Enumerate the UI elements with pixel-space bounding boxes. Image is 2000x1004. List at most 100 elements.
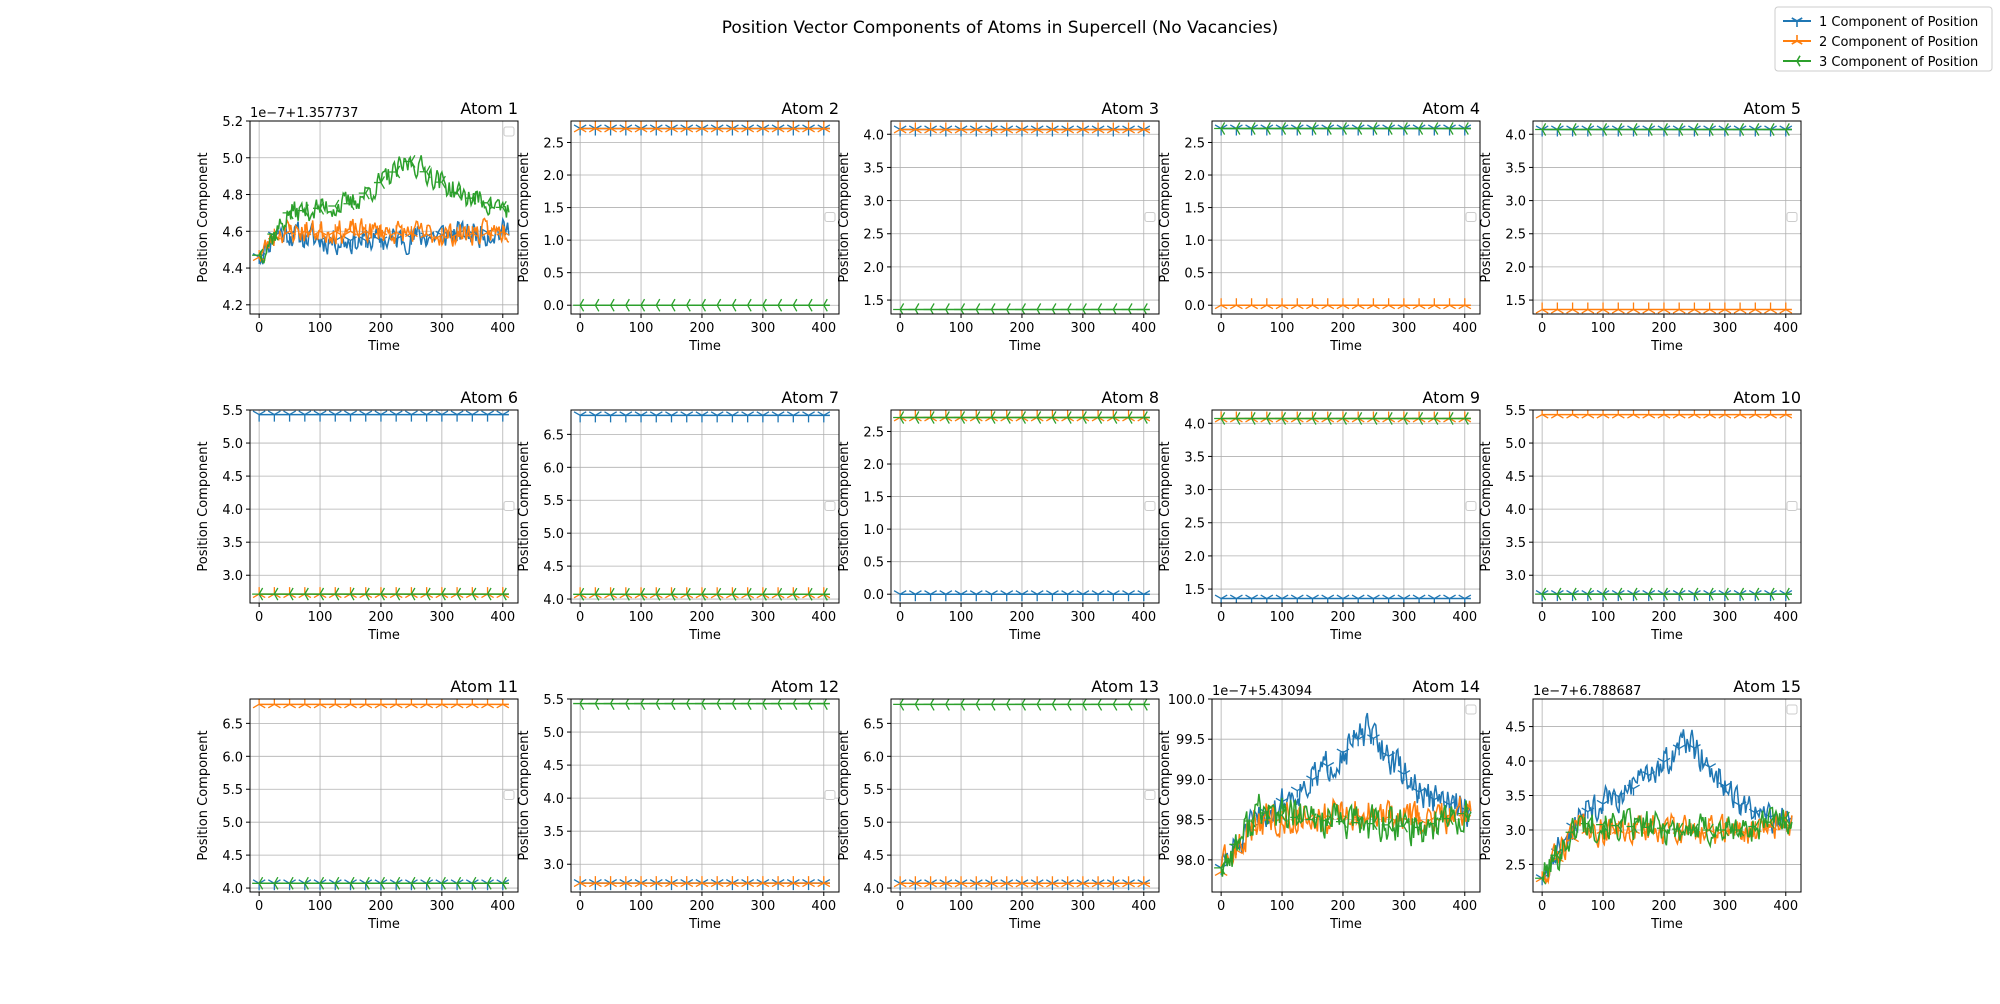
x-tick-label: 300 (750, 321, 775, 336)
series-marker-3 (480, 876, 492, 890)
x-tick-label: 200 (1331, 321, 1356, 336)
series-marker-3 (1717, 823, 1729, 837)
series-marker-1 (588, 411, 602, 423)
x-tick-label: 400 (1452, 321, 1477, 336)
series-marker-1 (1764, 590, 1777, 602)
series-marker-2 (1443, 411, 1456, 423)
series-marker-2 (1000, 410, 1014, 422)
series-marker-1 (1703, 590, 1717, 602)
y-tick-label: 3.0 (543, 858, 564, 873)
series-marker-2 (771, 876, 785, 888)
series-marker-2 (665, 876, 678, 888)
series-marker-2 (1122, 122, 1135, 134)
y-tick-label: 2.0 (863, 458, 884, 473)
series-marker-3 (1763, 123, 1775, 136)
subplot-title: Atom 5 (1743, 99, 1801, 118)
y-tick-label: 2.0 (543, 169, 564, 184)
y-tick-label: 5.0 (543, 527, 564, 542)
y-tick-label: 1.0 (1184, 234, 1205, 249)
series-marker-3 (1229, 122, 1241, 135)
series-marker-3 (1014, 303, 1027, 314)
x-tick-label: 300 (1070, 899, 1095, 914)
series-marker-2 (1045, 122, 1059, 134)
series-marker-1 (619, 411, 633, 423)
y-axis-label: Position Component (517, 441, 532, 571)
series-marker-3 (404, 155, 416, 168)
x-tick-label: 300 (1391, 899, 1416, 914)
series-marker-3 (252, 587, 264, 601)
series-marker-2 (359, 224, 373, 236)
y-tick-label: 5.5 (543, 494, 564, 509)
y-tick-label: 3.0 (1505, 824, 1526, 839)
series-marker-3 (1259, 806, 1271, 820)
y-tick-label: 1.0 (863, 523, 884, 538)
series-marker-3 (1457, 122, 1469, 135)
series-marker-3 (419, 165, 431, 179)
series-marker-3 (1396, 122, 1408, 135)
x-axis-label: Time (1650, 628, 1683, 643)
subplot-atom-3: 0 100 200 300 400 1.5 2.0 2.5 3.0 3.5 4.0 Atom 3 Tim… (837, 99, 1160, 354)
series-marker-2 (908, 410, 922, 422)
y-tick-label: 4.2 (222, 299, 243, 314)
series-marker-2 (908, 876, 922, 888)
series-marker-1 (1581, 590, 1595, 602)
series-marker-1 (1351, 735, 1365, 747)
series-marker-3 (679, 699, 691, 710)
y-axis-label: Position Component (196, 441, 211, 571)
series-marker-2 (710, 587, 724, 599)
plot-area (1535, 729, 1793, 886)
x-axis-label: Time (1329, 917, 1362, 932)
series-marker-2 (328, 587, 342, 599)
series-marker-3 (1687, 123, 1699, 136)
y-tick-label: 4.0 (543, 792, 564, 807)
series-marker-1 (481, 879, 494, 891)
series-marker-3 (755, 298, 767, 312)
x-tick-label: 400 (811, 610, 836, 625)
subplot-atom-4: 0 100 200 300 400 0.0 0.5 1.0 1.5 2.0 2.5 Atom 4 Tim… (1158, 99, 1481, 354)
series-marker-3 (328, 199, 340, 213)
series-marker-2 (1748, 410, 1762, 419)
series-marker-3 (573, 699, 585, 710)
series-marker-3 (603, 298, 615, 312)
series-marker-1 (389, 879, 403, 891)
series-marker-1 (1687, 590, 1701, 602)
x-axis-label: Time (367, 628, 400, 643)
x-axis-label: Time (688, 628, 721, 643)
series-marker-1 (741, 411, 755, 423)
y-tick-label: 0.0 (543, 299, 564, 314)
x-tick-label: 400 (811, 321, 836, 336)
series-marker-2 (1015, 876, 1029, 888)
series-marker-1 (435, 410, 449, 422)
series-marker-3 (450, 186, 462, 199)
series-marker-1 (1412, 787, 1426, 799)
series-marker-1 (1306, 594, 1319, 603)
series-marker-3 (328, 587, 340, 601)
series-marker-2 (465, 699, 479, 709)
series-marker-1 (1458, 594, 1472, 603)
series-marker-3 (1550, 123, 1562, 136)
empty-legend-box (824, 212, 836, 222)
x-tick-label: 0 (255, 610, 263, 625)
series-marker-2 (374, 699, 388, 709)
series-marker-2 (1687, 302, 1701, 314)
x-tick-label: 400 (1131, 321, 1156, 336)
series-marker-3 (954, 411, 966, 424)
series-marker-3 (816, 699, 828, 710)
subplot-title: Atom 8 (1101, 388, 1159, 407)
series-marker-2 (1000, 876, 1014, 888)
series-marker-2 (298, 587, 312, 599)
empty-legend-box (1465, 501, 1477, 511)
series-marker-1 (1290, 124, 1304, 136)
series-marker-3 (725, 587, 737, 601)
series-marker-3 (999, 411, 1011, 424)
x-tick-label: 0 (1217, 610, 1225, 625)
x-axis-label: Time (1329, 339, 1362, 354)
series-marker-3 (755, 587, 767, 601)
series-marker-1 (695, 411, 709, 423)
series-marker-2 (786, 876, 800, 888)
subplot-title: Atom 3 (1101, 99, 1159, 118)
series-marker-3 (1535, 123, 1547, 136)
subplot-title: Atom 11 (450, 677, 518, 696)
series-marker-3 (1305, 813, 1317, 827)
legend-frame (1774, 6, 1993, 72)
